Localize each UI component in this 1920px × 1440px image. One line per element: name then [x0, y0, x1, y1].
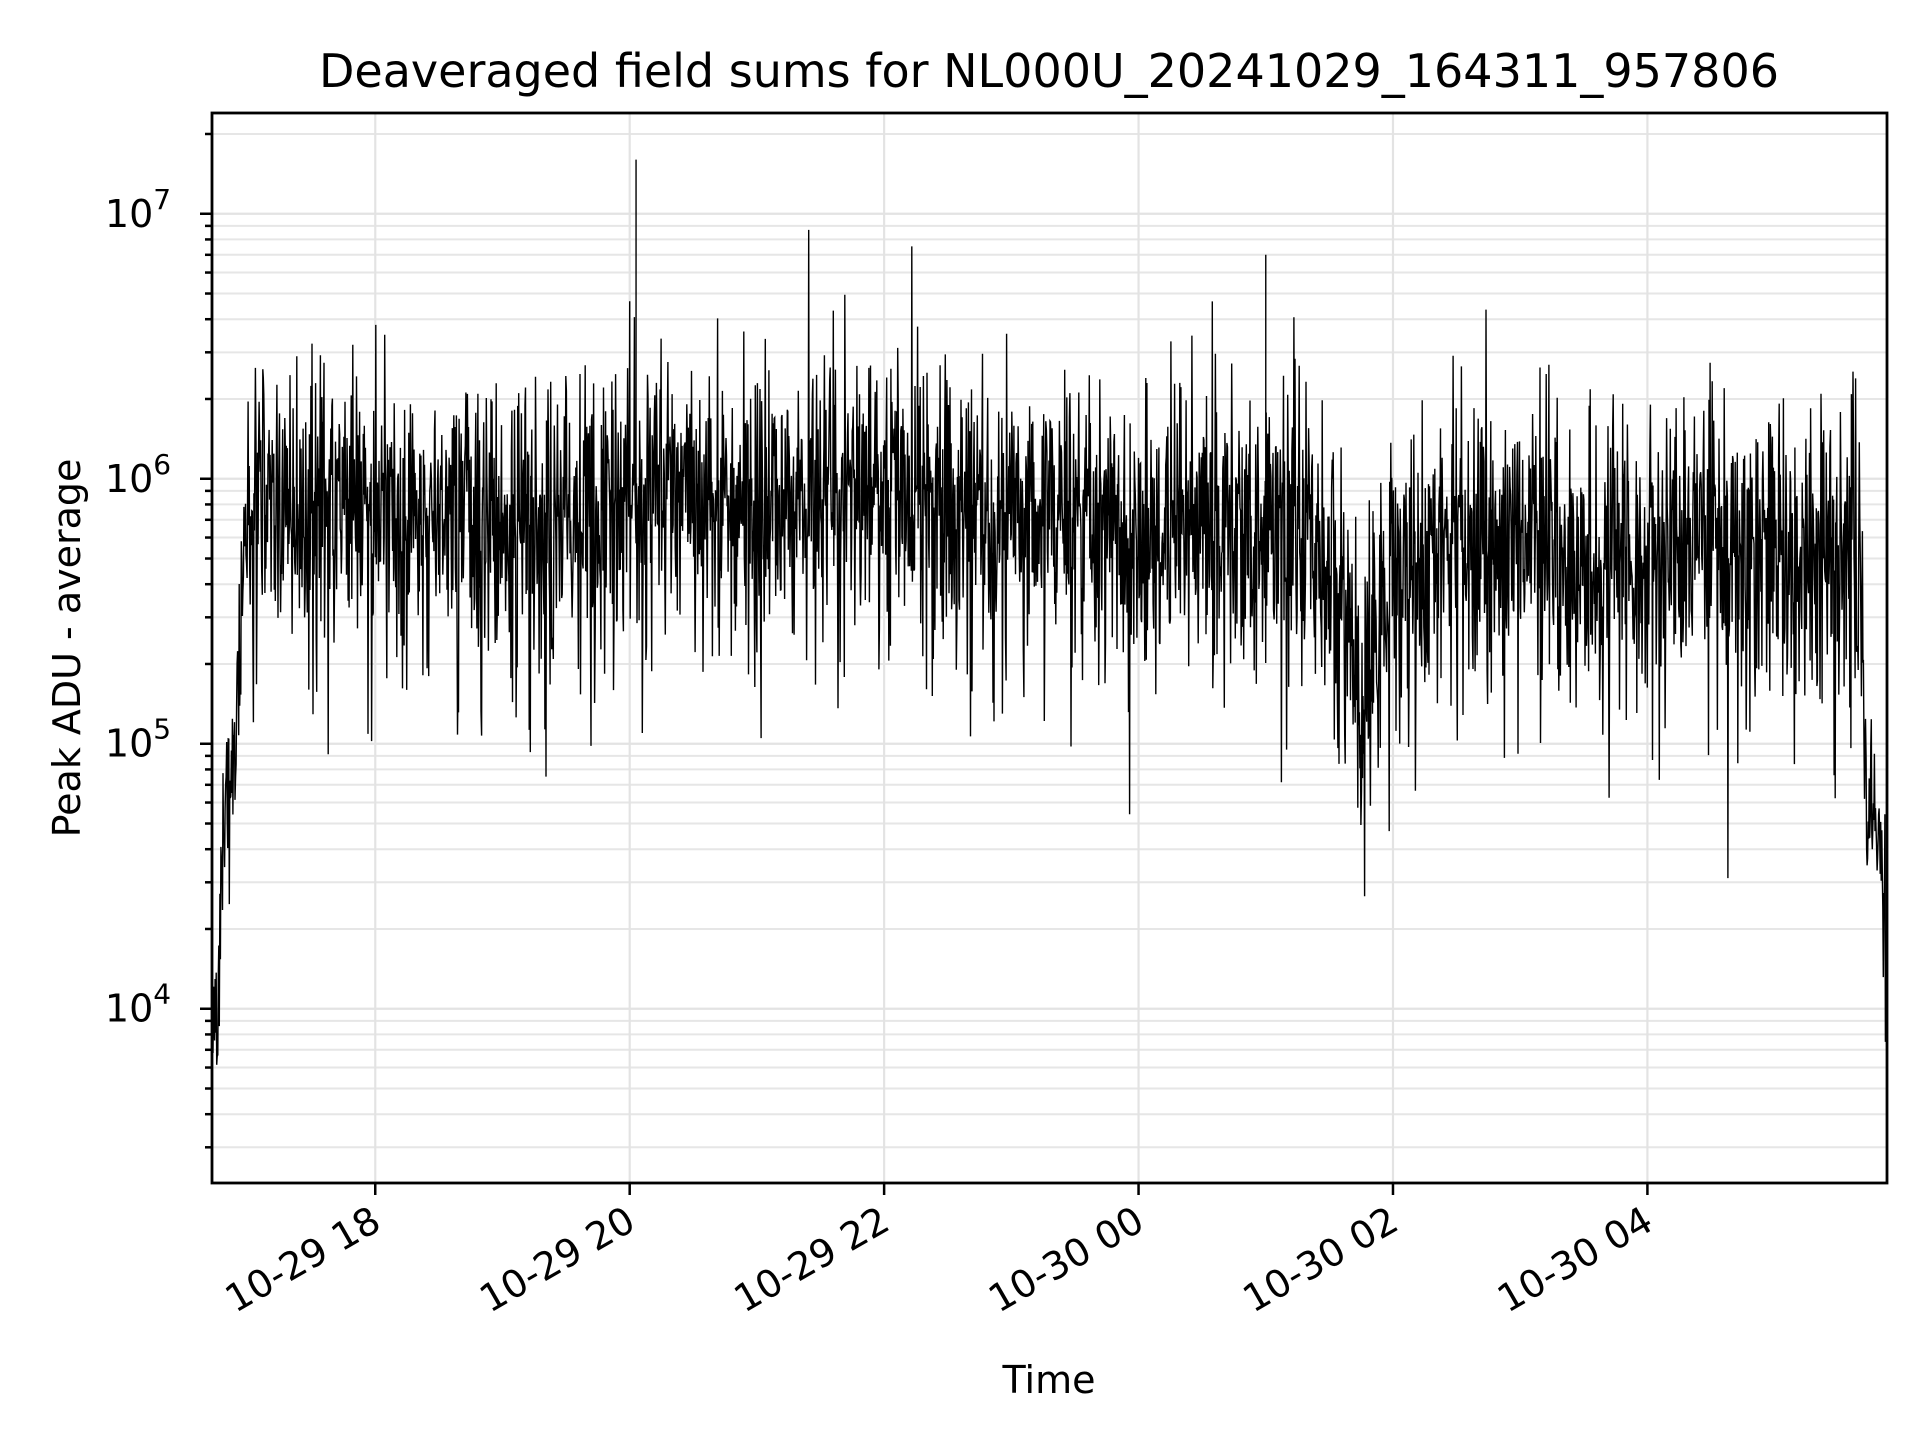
y-tick-base: 10	[105, 987, 153, 1031]
series-layer	[211, 159, 1888, 1065]
y-tick-label: 106	[105, 448, 171, 501]
x-tick-label: 10-29 18	[218, 1198, 388, 1322]
y-tick-base: 10	[105, 457, 153, 501]
y-axis-label: Peak ADU - average	[45, 459, 89, 838]
x-tick-label: 10-30 02	[1236, 1198, 1406, 1322]
x-tick-label: 10-29 22	[727, 1198, 897, 1322]
y-tick-label: 107	[105, 183, 171, 236]
plot-frame	[210, 111, 1889, 1185]
x-tick-label: 10-29 20	[472, 1198, 642, 1322]
y-tick-base: 10	[105, 192, 153, 236]
x-axis-label: Time	[1002, 1358, 1096, 1402]
y-tick-exponent: 6	[153, 448, 171, 481]
y-tick-base: 10	[105, 722, 153, 766]
y-tick-exponent: 7	[153, 183, 171, 216]
chart-title: Deaveraged field sums for NL000U_2024102…	[319, 44, 1779, 98]
y-tick-label: 105	[105, 713, 171, 766]
y-tick-exponent: 4	[153, 978, 171, 1011]
x-tick-label: 10-30 00	[981, 1198, 1151, 1322]
x-tick-label: 10-30 04	[1490, 1198, 1660, 1322]
y-tick-label: 104	[105, 978, 171, 1031]
grid	[212, 113, 1887, 1183]
y-tick-exponent: 5	[153, 713, 171, 746]
series-line	[211, 229, 1888, 1065]
